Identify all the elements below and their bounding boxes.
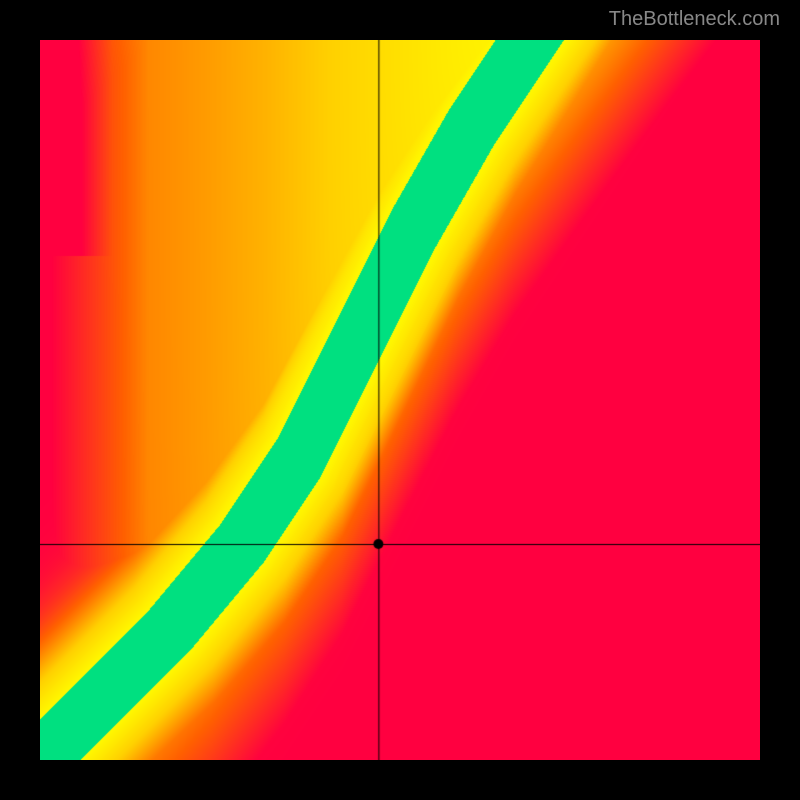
watermark-text: TheBottleneck.com <box>609 8 780 31</box>
plot-area <box>40 40 760 760</box>
heatmap-canvas <box>40 40 760 760</box>
